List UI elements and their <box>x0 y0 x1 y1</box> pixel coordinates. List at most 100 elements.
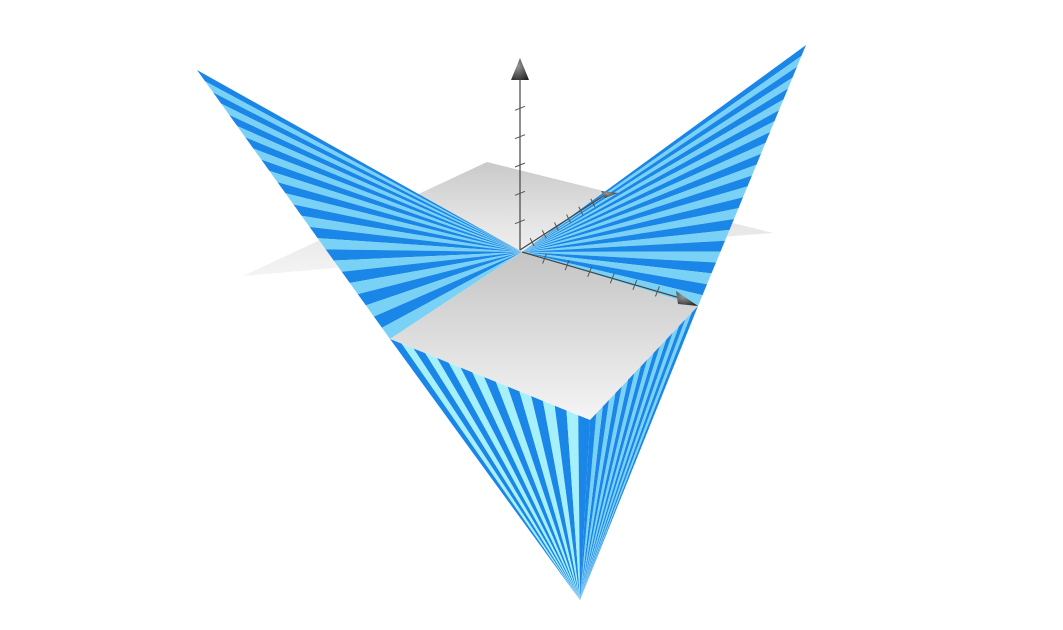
surface-stripe <box>531 396 580 600</box>
surface-stripe <box>401 343 580 600</box>
axis-tick <box>514 134 526 140</box>
cone-arrow-icon <box>601 191 618 198</box>
surface-stripe <box>522 66 797 252</box>
surface-stripe <box>301 215 522 252</box>
axis-tick <box>541 230 547 239</box>
x-axis <box>521 251 698 306</box>
axis-tick <box>514 162 526 168</box>
surface-stripe <box>309 226 522 252</box>
cone-arrow-icon <box>511 58 529 80</box>
surface-stripe <box>578 415 590 600</box>
surface-stripe <box>522 153 761 252</box>
surface-stripe <box>253 148 522 252</box>
surface-stripe <box>237 126 523 252</box>
surface-stripe <box>325 249 522 261</box>
surface-stripe <box>580 346 660 600</box>
surface-stripe <box>580 366 641 600</box>
surface-stripe <box>472 372 580 600</box>
surface-stripe <box>285 193 522 252</box>
surface-stripe <box>522 208 739 252</box>
surface-stripe <box>522 229 730 252</box>
axis-tick <box>542 253 548 264</box>
axis-tick <box>529 237 535 247</box>
y-axis <box>519 191 618 251</box>
surface-stripe <box>580 332 673 600</box>
surface-stripe <box>522 197 743 252</box>
surface-stripe <box>580 352 654 600</box>
surface-stripe <box>580 319 686 600</box>
surface-stripe <box>580 306 698 600</box>
surface-stripe <box>580 393 616 600</box>
surface-stripe <box>381 252 522 339</box>
surface-stripe <box>522 252 716 274</box>
surface-stripe <box>580 312 692 600</box>
surface-stripe <box>522 186 748 252</box>
surface-stripe <box>580 339 667 600</box>
surface-stripe <box>197 70 390 339</box>
surface-stripe <box>460 367 580 600</box>
axis-tick <box>514 105 526 111</box>
axis-tick <box>566 214 572 223</box>
surface-stripe <box>522 251 721 263</box>
surface-stripe <box>580 373 635 600</box>
surface-stripe <box>213 92 523 253</box>
surface-stripe <box>566 410 580 600</box>
surface-stripe <box>413 348 580 600</box>
surface-panel-front-right <box>580 306 698 600</box>
surface-stripe <box>519 391 580 600</box>
surface-stripe <box>365 252 522 317</box>
surface-stripe <box>522 240 725 252</box>
surface-stripe <box>580 413 597 600</box>
cone-arrow-icon <box>676 291 698 306</box>
surface-stripe <box>580 359 648 600</box>
axis-tick <box>578 206 584 215</box>
surface-stripe <box>229 114 522 252</box>
surface-panel-back-right <box>522 45 806 306</box>
surface-stripe <box>522 99 784 252</box>
surface-stripe <box>357 252 522 306</box>
surface-stripe <box>522 175 752 252</box>
surface-stripe <box>580 326 679 600</box>
surface-stripe <box>341 252 522 283</box>
surface-stripe <box>261 159 522 252</box>
surface-stripe <box>522 219 734 252</box>
surface-stripe <box>197 70 522 252</box>
surface-stripe <box>554 405 580 600</box>
surface-stripe <box>522 45 806 252</box>
surface-stripe <box>277 182 522 252</box>
axis-tick <box>564 259 570 271</box>
surface-stripe <box>580 379 629 600</box>
surface-stripe <box>507 386 580 600</box>
surface-stripe <box>333 252 522 272</box>
surface-stripe <box>522 142 766 252</box>
surface-stripe <box>245 137 522 252</box>
surface-stripe <box>522 121 775 252</box>
axis-tick <box>609 273 615 284</box>
surface-panel-back-left <box>197 70 523 339</box>
surface-stripe <box>522 88 788 252</box>
surface-stripe <box>437 358 580 600</box>
surface-stripe <box>484 377 580 600</box>
surface-stripe <box>390 339 580 600</box>
surface-stripe <box>522 252 712 285</box>
surface-stripe <box>542 400 580 600</box>
surface-stripe <box>495 381 580 600</box>
surface-stripe <box>373 252 522 328</box>
surface-stripe <box>293 204 522 252</box>
surface-stripe <box>317 238 522 252</box>
surface-stripe <box>205 81 522 252</box>
surface-panel-front-left <box>390 339 590 600</box>
surface-stripe <box>349 252 522 295</box>
axis-tick <box>514 219 526 225</box>
surface-stripe <box>522 132 770 252</box>
axis-tick <box>632 279 638 291</box>
surface-stripe <box>269 170 522 252</box>
surface-stripe <box>580 386 622 600</box>
axis-tick <box>587 266 593 277</box>
surface-stripe <box>522 77 793 252</box>
z-axis <box>511 58 529 250</box>
surface-stripe <box>522 110 779 252</box>
axis-tick <box>654 286 660 297</box>
surface-stripe <box>580 406 603 600</box>
